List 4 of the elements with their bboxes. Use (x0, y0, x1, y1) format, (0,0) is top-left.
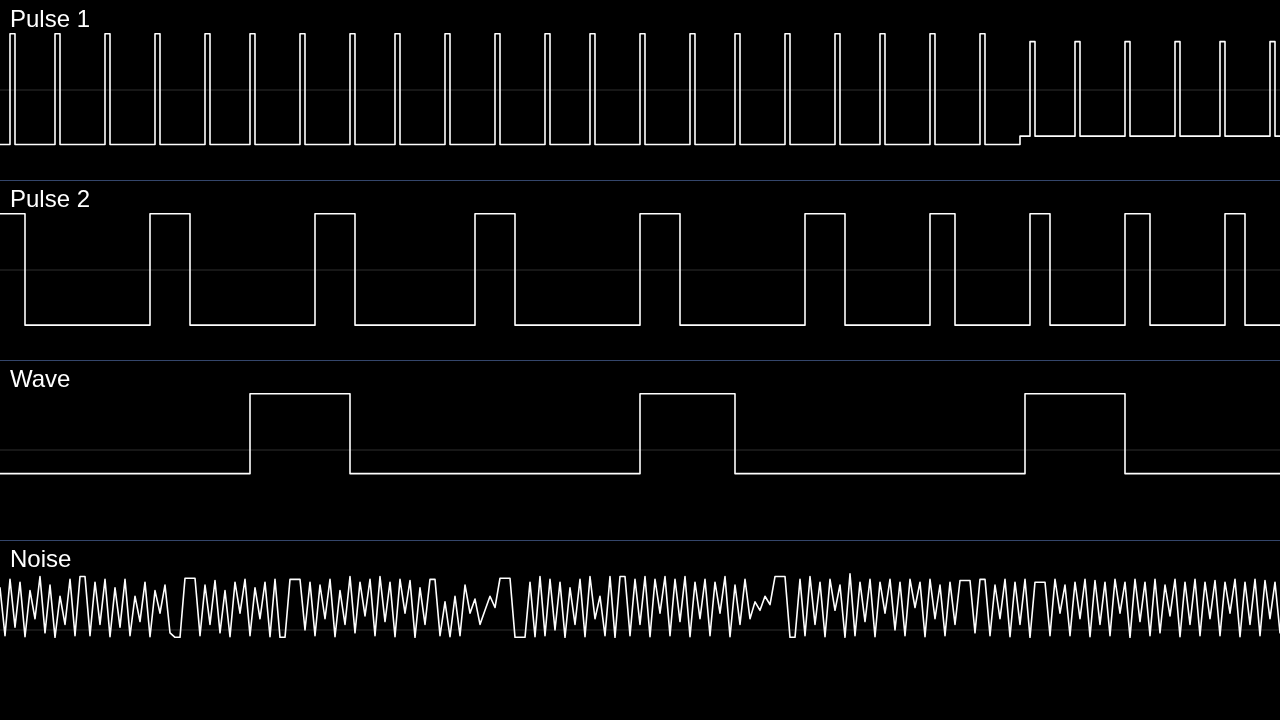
chart-title: Noise (10, 545, 72, 572)
chart-title: Pulse 2 (10, 185, 91, 212)
chart-title: Wave (10, 365, 71, 392)
chart-title: Pulse 1 (10, 5, 91, 32)
